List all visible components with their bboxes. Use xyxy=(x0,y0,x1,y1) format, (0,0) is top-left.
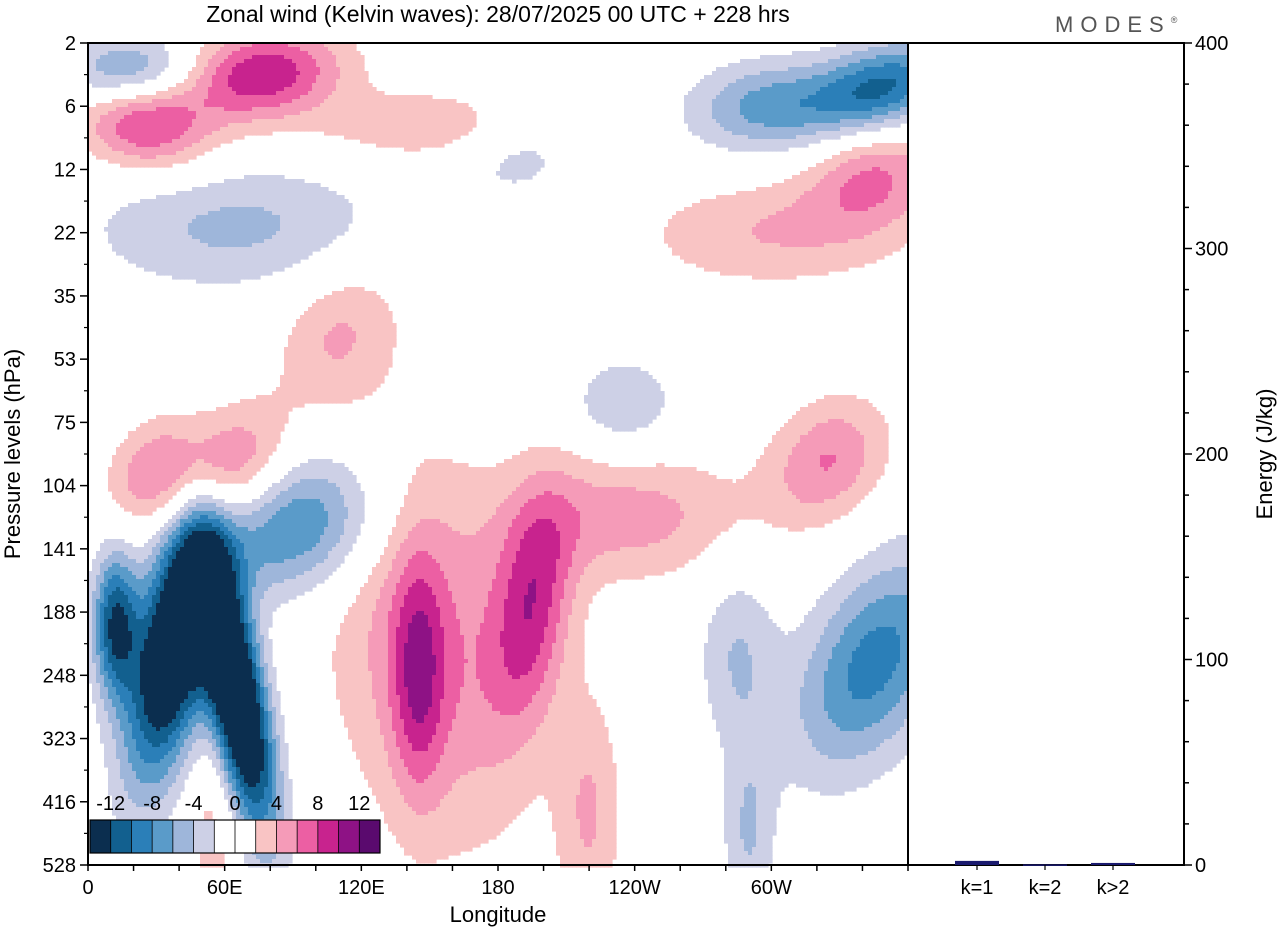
colorbar-swatch xyxy=(297,820,319,853)
colorbar-label: -4 xyxy=(185,793,203,815)
modes-logo: MODES® xyxy=(1055,12,1178,37)
colorbar-swatch xyxy=(214,820,236,853)
pressure-label-141: 141 xyxy=(43,539,76,561)
energy-panel-frame xyxy=(907,42,1185,866)
pressure-label-53: 53 xyxy=(54,349,76,371)
colorbar-swatch xyxy=(317,820,339,853)
colorbar-swatch xyxy=(131,820,153,853)
colorbar-swatch xyxy=(193,820,215,853)
colorbar: -12 -8 -4 0 4 8 12 xyxy=(89,793,381,854)
energy-label-400: 400 xyxy=(1195,33,1228,55)
longitude-label-120E: 120E xyxy=(338,877,385,899)
pressure-label-416: 416 xyxy=(43,792,76,814)
energy-cat-label-k>2: k>2 xyxy=(1097,877,1130,899)
colorbar-swatch xyxy=(255,820,277,853)
longitude-label-0: 0 xyxy=(82,877,93,899)
chart-title: Zonal wind (Kelvin waves): 28/07/2025 00… xyxy=(206,1,790,27)
pressure-label-6: 6 xyxy=(65,96,76,118)
colorbar-label: -12 xyxy=(96,793,125,815)
energy-label-300: 300 xyxy=(1195,239,1228,261)
colorbar-label: 4 xyxy=(271,793,282,815)
modes-logo-text: MODES xyxy=(1055,12,1171,37)
longitude-label-120W: 120W xyxy=(609,877,661,899)
colorbar-swatch xyxy=(359,820,381,853)
pressure-label-248: 248 xyxy=(43,665,76,687)
energy-label-0: 0 xyxy=(1195,855,1206,877)
energy-label-100: 100 xyxy=(1195,650,1228,672)
longitude-label-60E: 60E xyxy=(207,877,243,899)
modes-logo-mark: ® xyxy=(1171,15,1178,25)
pressure-label-528: 528 xyxy=(43,855,76,877)
colorbar-label: 0 xyxy=(229,793,240,815)
pressure-label-75: 75 xyxy=(54,412,76,434)
pressure-label-12: 12 xyxy=(54,159,76,181)
pressure-axis: 2 6 12 22 35 53 75 104 141 188 248 323 416 528 xyxy=(43,33,88,877)
pressure-label-323: 323 xyxy=(43,729,76,751)
colorbar-label: 12 xyxy=(348,793,370,815)
colorbar-swatch xyxy=(152,820,174,853)
pressure-label-104: 104 xyxy=(43,476,76,498)
y-axis-label: Pressure levels (hPa) xyxy=(0,349,25,559)
energy-axis: 0 100 200 300 400 xyxy=(1184,33,1228,877)
pressure-label-35: 35 xyxy=(54,286,76,308)
longitude-label-180: 180 xyxy=(481,877,514,899)
pressure-label-188: 188 xyxy=(43,602,76,624)
heatmap-field xyxy=(88,43,909,868)
colorbar-swatch xyxy=(110,820,132,853)
energy-bar-k>2 xyxy=(1091,862,1135,865)
energy-cat-label-k=2: k=2 xyxy=(1029,877,1062,899)
colorbar-swatch xyxy=(338,820,360,853)
colorbar-swatch xyxy=(276,820,298,853)
colorbar-label: -8 xyxy=(143,793,161,815)
energy-label-200: 200 xyxy=(1195,444,1228,466)
longitude-label-60W: 60W xyxy=(751,877,792,899)
colorbar-label: 8 xyxy=(312,793,323,815)
colorbar-swatch xyxy=(235,820,257,853)
energy-bar-k=1 xyxy=(955,860,999,865)
energy-bars: k=1 k=2 k>2 xyxy=(955,860,1135,899)
energy-cat-label-k=1: k=1 xyxy=(961,877,994,899)
colorbar-swatch xyxy=(90,820,112,853)
longitude-axis: 0 60E 120E 180 120W 60W xyxy=(82,865,909,899)
x-axis-label: Longitude xyxy=(450,902,547,927)
energy-axis-label: Energy (J/kg) xyxy=(1252,389,1277,520)
pressure-label-22: 22 xyxy=(54,223,76,245)
pressure-label-2: 2 xyxy=(65,33,76,55)
colorbar-swatch xyxy=(172,820,194,853)
